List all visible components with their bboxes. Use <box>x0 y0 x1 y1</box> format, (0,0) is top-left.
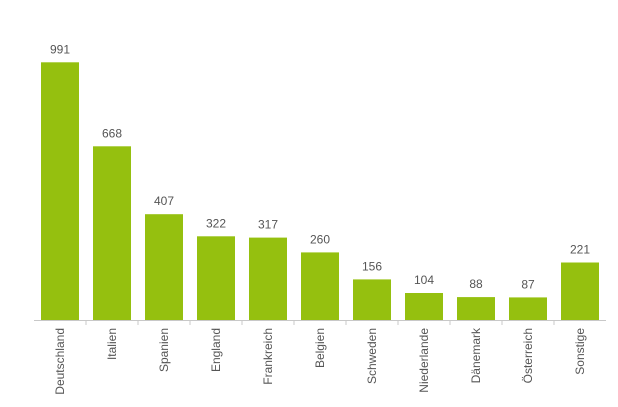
data-label-niederlande: 104 <box>414 273 434 287</box>
category-labels-group: Deutschland Italien Spanien England Frankrei… <box>53 327 587 395</box>
bar-deutschland <box>41 62 79 321</box>
bar-österreich <box>509 297 547 320</box>
data-label-england: 322 <box>206 216 226 230</box>
data-label-frankreich: 317 <box>258 218 278 232</box>
value-labels-group: 991 668 407 322 317 260 156 104 88 87 221 <box>50 42 590 291</box>
x-ticks-group <box>85 320 555 325</box>
bar-niederlande <box>405 293 443 320</box>
data-label-deutschland: 991 <box>50 42 70 56</box>
bars-group <box>41 62 599 321</box>
tick-label-frankreich: Frankreich <box>261 328 275 385</box>
data-label-spanien: 407 <box>154 194 174 208</box>
tick-label-belgien: Belgien <box>313 328 327 368</box>
bar-frankreich <box>249 237 287 320</box>
data-label-italien: 668 <box>102 126 122 140</box>
bar-schweden <box>353 279 391 320</box>
bar-belgien <box>301 252 339 320</box>
data-label-belgien: 260 <box>310 232 330 246</box>
data-label-sonstige: 221 <box>570 243 590 257</box>
tick-label-niederlande: Niederlande <box>417 328 431 393</box>
tick-label-deutschland: Deutschland <box>53 328 67 395</box>
tick-label-italien: Italien <box>105 328 119 360</box>
bar-dänemark <box>457 297 495 320</box>
bar-sonstige <box>561 262 599 320</box>
tick-label-spanien: Spanien <box>157 328 171 372</box>
data-label-österreich: 87 <box>521 277 535 291</box>
bar-italien <box>93 146 131 320</box>
data-label-dänemark: 88 <box>469 277 483 291</box>
data-label-schweden: 156 <box>362 259 382 273</box>
tick-label-österreich: Österreich <box>521 328 535 383</box>
tick-label-schweden: Schweden <box>365 328 379 384</box>
bar-spanien <box>145 214 183 320</box>
tick-label-dänemark: Dänemark <box>469 327 483 383</box>
tick-label-sonstige: Sonstige <box>573 328 587 375</box>
tick-label-england: England <box>209 328 223 372</box>
bar-england <box>197 236 235 320</box>
